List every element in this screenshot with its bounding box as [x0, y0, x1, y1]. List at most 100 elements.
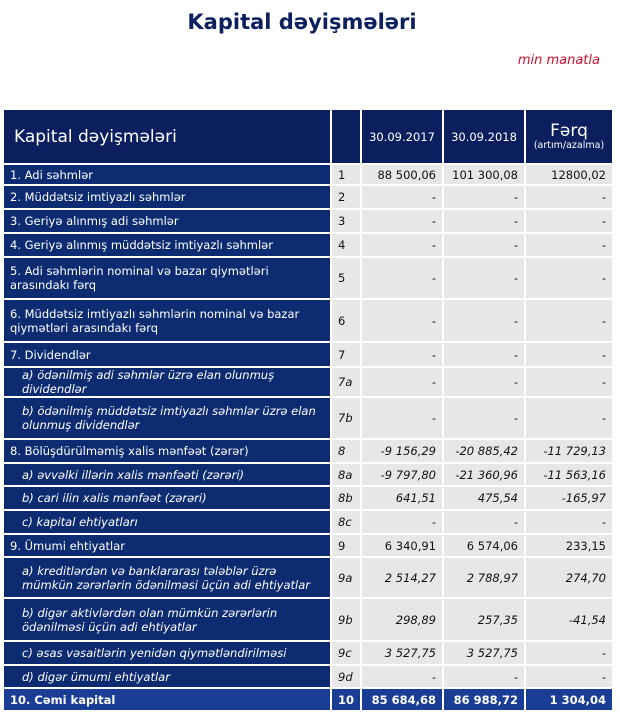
value-diff: 274,70	[526, 558, 612, 597]
value-2017: -	[362, 234, 442, 256]
row-label: 6. Müddətsiz imtiyazlı səhmlərin nominal…	[4, 300, 330, 341]
value-2017: -9 156,29	[362, 440, 442, 462]
row-number: 7a	[332, 368, 360, 396]
table-row: 8. Bölüşdürülməmiş xalis mənfəət (zərər)…	[4, 440, 612, 462]
value-diff: -11 729,13	[526, 440, 612, 462]
row-label: c) əsas vəsaitlərin yenidən qiymətləndir…	[4, 642, 330, 664]
row-number: 2	[332, 186, 360, 208]
header-label: Kapital dəyişmələri	[4, 110, 330, 163]
table-row: c) əsas vəsaitlərin yenidən qiymətləndir…	[4, 642, 612, 664]
row-number: 3	[332, 210, 360, 232]
row-number: 7	[332, 343, 360, 366]
value-diff: -	[526, 300, 612, 341]
row-number: 9d	[332, 666, 360, 687]
table-row: b) digər aktivlərdən olan mümkün zərərlə…	[4, 599, 612, 640]
table-row: 7. Dividendlər 7- - -	[4, 343, 612, 366]
unit-label: min manatla	[517, 53, 600, 68]
header-num	[332, 110, 360, 163]
row-number: 8	[332, 440, 360, 462]
row-label: 9. Ümumi ehtiyatlar	[4, 535, 330, 556]
row-number: 1	[332, 165, 360, 184]
table-header: Kapital dəyişmələri 30.09.2017 30.09.201…	[4, 110, 612, 163]
table-row: d) digər ümumi ehtiyatlar 9d - - -	[4, 666, 612, 687]
row-number: 8a	[332, 464, 360, 485]
value-diff: -	[526, 210, 612, 232]
value-2017: -	[362, 343, 442, 366]
value-2017: 85 684,68	[362, 689, 442, 710]
value-2018: -	[444, 343, 524, 366]
row-number: 9a	[332, 558, 360, 597]
value-2017: -	[362, 511, 442, 533]
value-diff: 12800,02	[526, 165, 612, 184]
value-2018: -	[444, 666, 524, 687]
value-diff: -	[526, 666, 612, 687]
value-diff: -	[526, 398, 612, 438]
table-row: b) ödənilmiş müddətsiz imtiyazlı səhmlər…	[4, 398, 612, 438]
table-row: 10. Cəmi kapital 10 85 684,68 86 988,72 1 30…	[4, 689, 612, 710]
row-label: 10. Cəmi kapital	[4, 689, 330, 710]
value-2018: 101 300,08	[444, 165, 524, 184]
table-row: 6. Müddətsiz imtiyazlı səhmlərin nominal…	[4, 300, 612, 341]
table-row: 1. Adi səhmlər 1 88 500,06 101 300,08 12800,…	[4, 165, 612, 184]
value-2018: -	[444, 186, 524, 208]
table-row: a) kreditlərdən və banklararası tələblər…	[4, 558, 612, 597]
value-diff: -	[526, 186, 612, 208]
value-diff: -	[526, 511, 612, 533]
value-2018: 257,35	[444, 599, 524, 640]
table-row: 2. Müddətsiz imtiyazlı səhmlər 2- - -	[4, 186, 612, 208]
value-2017: -	[362, 300, 442, 341]
value-2017: 88 500,06	[362, 165, 442, 184]
table-row: 9. Ümumi ehtiyatlar 9 6 340,91 6 574,06 233,…	[4, 535, 612, 556]
page-title: Kapital dəyişmələri	[187, 10, 417, 34]
table-row: b) cari ilin xalis mənfəət (zərəri) 8b 641…	[4, 487, 612, 509]
value-2018: -21 360,96	[444, 464, 524, 485]
row-number: 6	[332, 300, 360, 341]
value-2018: -	[444, 368, 524, 396]
value-diff: -11 563,16	[526, 464, 612, 485]
value-diff: -165,97	[526, 487, 612, 509]
row-label: a) ödənilmiş adi səhmlər üzrə elan olunm…	[4, 368, 330, 396]
value-2018: -	[444, 234, 524, 256]
value-diff: 233,15	[526, 535, 612, 556]
table-row: 4. Geriyə alınmış müddətsiz imtiyazlı sə…	[4, 234, 612, 256]
value-2017: 6 340,91	[362, 535, 442, 556]
row-number: 5	[332, 258, 360, 298]
value-diff: 1 304,04	[526, 689, 612, 710]
row-label: 7. Dividendlər	[4, 343, 330, 366]
row-number: 8b	[332, 487, 360, 509]
value-2018: -	[444, 300, 524, 341]
header-2018: 30.09.2018	[444, 110, 524, 163]
row-number: 7b	[332, 398, 360, 438]
row-label: 8. Bölüşdürülməmiş xalis mənfəət (zərər)	[4, 440, 330, 462]
table-row: 5. Adi səhmlərin nominal və bazar qiymət…	[4, 258, 612, 298]
value-2017: 298,89	[362, 599, 442, 640]
row-number: 10	[332, 689, 360, 710]
value-2017: -	[362, 666, 442, 687]
value-diff: -	[526, 234, 612, 256]
value-2018: -	[444, 398, 524, 438]
value-2018: -	[444, 210, 524, 232]
value-2018: 2 788,97	[444, 558, 524, 597]
value-diff: -	[526, 343, 612, 366]
value-2017: -	[362, 210, 442, 232]
row-number: 4	[332, 234, 360, 256]
row-label: 4. Geriyə alınmış müddətsiz imtiyazlı sə…	[4, 234, 330, 256]
value-2017: -	[362, 186, 442, 208]
value-diff: -	[526, 368, 612, 396]
value-2018: -20 885,42	[444, 440, 524, 462]
row-label: 3. Geriyə alınmış adi səhmlər	[4, 210, 330, 232]
value-2017: 3 527,75	[362, 642, 442, 664]
row-number: 9	[332, 535, 360, 556]
row-label: b) digər aktivlərdən olan mümkün zərərlə…	[4, 599, 330, 640]
value-2017: -9 797,80	[362, 464, 442, 485]
value-2018: 6 574,06	[444, 535, 524, 556]
row-label: 5. Adi səhmlərin nominal və bazar qiymət…	[4, 258, 330, 298]
header-2017: 30.09.2017	[362, 110, 442, 163]
value-diff: -	[526, 642, 612, 664]
row-number: 8c	[332, 511, 360, 533]
table-row: a) ödənilmiş adi səhmlər üzrə elan olunm…	[4, 368, 612, 396]
value-2017: 641,51	[362, 487, 442, 509]
row-number: 9c	[332, 642, 360, 664]
value-2017: -	[362, 368, 442, 396]
value-2018: 475,54	[444, 487, 524, 509]
